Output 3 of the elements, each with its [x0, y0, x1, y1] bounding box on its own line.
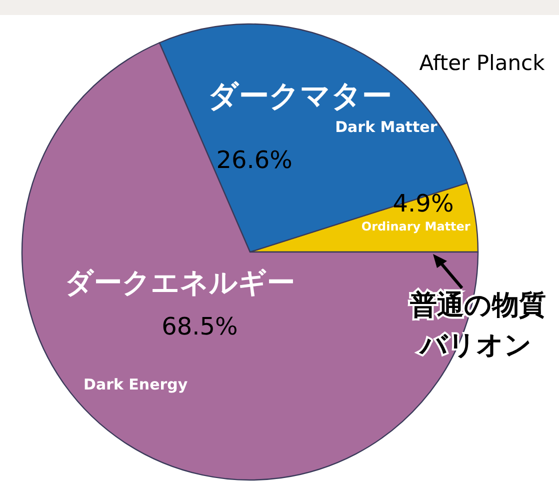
annotation: ダークマター: [208, 79, 392, 114]
annotation: ダークエネルギー: [65, 266, 295, 299]
annotation: After Planck: [419, 51, 545, 75]
